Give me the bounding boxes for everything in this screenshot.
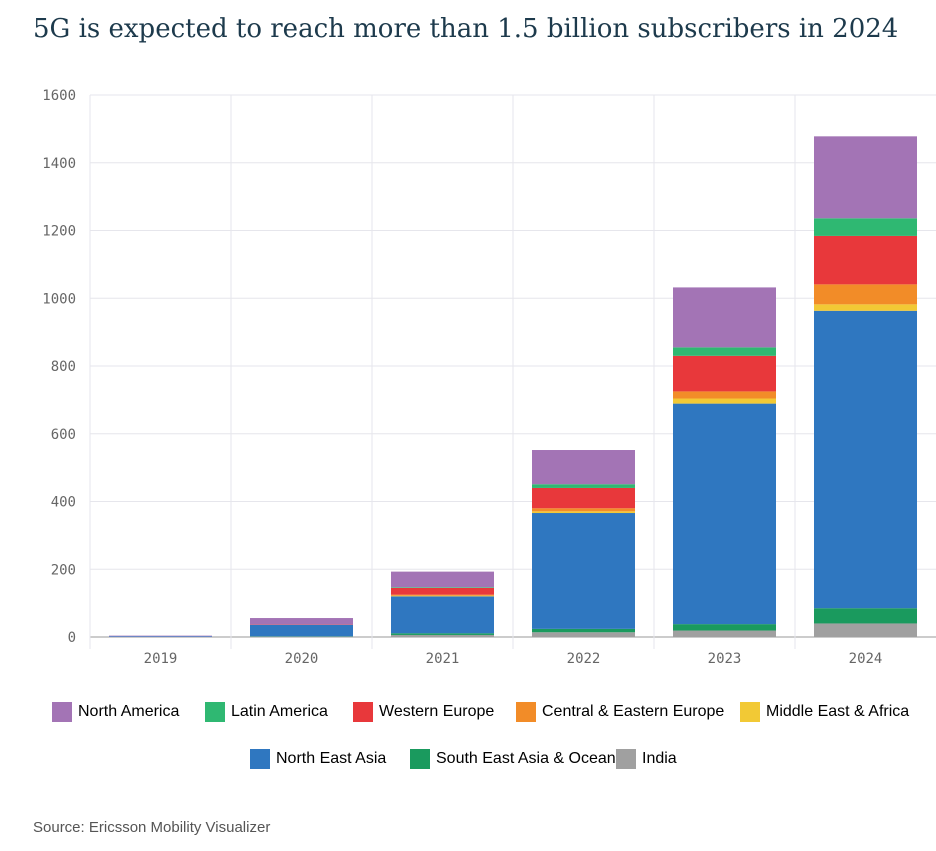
- bar-segment-south-east-asia-oceania: [391, 633, 494, 635]
- x-tick-label: 2024: [849, 651, 883, 667]
- bar-segment-south-east-asia-oceania: [814, 608, 917, 624]
- legend-item[interactable]: Middle East & Africa: [740, 702, 909, 722]
- y-tick-label: 200: [51, 562, 76, 578]
- legend-item[interactable]: South East Asia & Oceania: [410, 749, 628, 769]
- x-tick-label: 2021: [426, 651, 460, 667]
- legend-label: Latin America: [231, 703, 328, 720]
- chart-title: 5G is expected to reach more than 1.5 bi…: [33, 14, 899, 44]
- legend-swatch: [353, 702, 373, 722]
- bar-segment-north-america: [673, 287, 776, 348]
- x-tick-label: 2019: [144, 651, 178, 667]
- legend-item[interactable]: Central & Eastern Europe: [516, 702, 724, 722]
- bar-segment-middle-east-africa: [391, 595, 494, 597]
- legend-label: Middle East & Africa: [766, 703, 910, 720]
- bar-segment-north-east-asia: [673, 403, 776, 625]
- legend-swatch: [516, 702, 536, 722]
- legend-label: North America: [78, 703, 180, 720]
- bar-segment-latin-america: [673, 347, 776, 356]
- legend-item[interactable]: India: [616, 749, 677, 769]
- bar-segment-india: [532, 632, 635, 637]
- legend-swatch: [740, 702, 760, 722]
- legend-item[interactable]: North East Asia: [250, 749, 386, 769]
- x-tick-label: 2023: [708, 651, 742, 667]
- bar-segment-north-east-asia: [391, 596, 494, 634]
- x-tick-label: 2022: [567, 651, 601, 667]
- legend-item[interactable]: Western Europe: [353, 702, 494, 722]
- stacked-bar-chart: 0 200 400 600 800 1000 1200 1400 1600 2019 2020 202…: [42, 88, 936, 667]
- y-tick-label: 800: [51, 359, 76, 375]
- bar-segment-north-america: [250, 618, 353, 625]
- bar-segment-north-east-asia: [109, 636, 212, 637]
- bar-segment-western-europe: [673, 355, 776, 392]
- bar-segment-western-europe: [391, 587, 494, 595]
- legend-swatch: [205, 702, 225, 722]
- legend-swatch: [52, 702, 72, 722]
- bar-segment-central-eastern-europe: [391, 594, 494, 596]
- bar-segment-north-east-asia: [532, 513, 635, 629]
- bar-segment-north-east-asia: [250, 624, 353, 637]
- y-tick-label: 400: [51, 495, 76, 511]
- bar-segment-north-america: [814, 136, 917, 219]
- x-tick-label: 2020: [285, 651, 319, 667]
- bar-segment-middle-east-africa: [532, 511, 635, 514]
- y-tick-label: 0: [68, 630, 76, 646]
- bar-segment-north-america: [109, 635, 212, 637]
- source-note: Source: Ericsson Mobility Visualizer: [33, 819, 271, 836]
- legend-swatch: [616, 749, 636, 769]
- y-tick-label: 600: [51, 427, 76, 443]
- legend-label: North East Asia: [276, 750, 387, 767]
- legend-label: South East Asia & Oceania: [436, 750, 629, 767]
- legend-item[interactable]: North America: [52, 702, 179, 722]
- bar-segment-western-europe: [532, 487, 635, 509]
- bar-segment-north-america: [532, 450, 635, 485]
- bar-segment-india: [814, 623, 917, 637]
- bar-segment-central-eastern-europe: [532, 508, 635, 512]
- bar-segment-central-eastern-europe: [814, 284, 917, 305]
- bar-segment-north-america: [391, 571, 494, 588]
- y-tick-label: 1600: [42, 88, 76, 104]
- legend-swatch: [410, 749, 430, 769]
- bar-segment-india: [391, 634, 494, 637]
- bar-segment-latin-america: [391, 587, 494, 588]
- y-tick-label: 1200: [42, 224, 76, 240]
- bar-segment-india: [673, 630, 776, 637]
- bar-segment-middle-east-africa: [814, 304, 917, 311]
- legend-swatch: [250, 749, 270, 769]
- y-tick-label: 1400: [42, 156, 76, 172]
- legend-label: Central & Eastern Europe: [542, 703, 725, 720]
- bar-segment-western-europe: [814, 235, 917, 285]
- y-tick-label: 1000: [42, 291, 76, 307]
- bar-segment-central-eastern-europe: [673, 391, 776, 399]
- bar-segment-north-east-asia: [814, 310, 917, 609]
- bar-segment-south-east-asia-oceania: [532, 628, 635, 633]
- legend-item[interactable]: Latin America: [205, 702, 328, 722]
- legend-label: India: [642, 750, 677, 767]
- bar-segment-south-east-asia-oceania: [673, 624, 776, 631]
- bar-segment-middle-east-africa: [673, 398, 776, 404]
- legend-label: Western Europe: [379, 703, 495, 720]
- bar-segment-latin-america: [814, 218, 917, 236]
- bar-segment-latin-america: [532, 484, 635, 488]
